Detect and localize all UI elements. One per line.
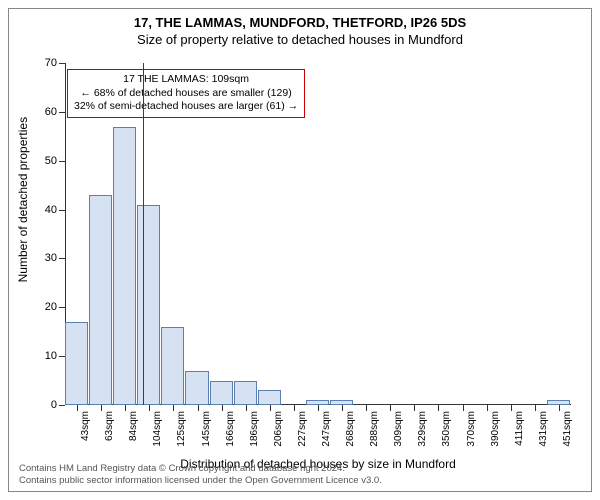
y-tick: [59, 405, 65, 406]
x-tick: [318, 405, 319, 411]
y-tick-label: 50: [45, 155, 57, 167]
x-tick-label: 186sqm: [249, 411, 260, 447]
y-tick: [59, 210, 65, 211]
x-tick-label: 268sqm: [345, 411, 356, 447]
x-tick: [294, 405, 295, 411]
y-tick-label: 10: [45, 350, 57, 362]
y-tick-label: 70: [45, 57, 57, 69]
x-tick: [463, 405, 464, 411]
x-tick-label: 431sqm: [538, 411, 549, 447]
y-tick-label: 40: [45, 204, 57, 216]
x-tick: [125, 405, 126, 411]
y-tick: [59, 161, 65, 162]
x-tick: [559, 405, 560, 411]
y-tick: [59, 112, 65, 113]
info-line-1: 17 THE LAMMAS: 109sqm: [74, 73, 298, 87]
histogram-bar: [210, 381, 233, 405]
chart-container: 17, THE LAMMAS, MUNDFORD, THETFORD, IP26…: [8, 8, 592, 492]
y-axis-label: Number of detached properties: [16, 117, 30, 282]
x-tick-label: 451sqm: [562, 411, 573, 447]
y-tick: [59, 63, 65, 64]
histogram-bar: [65, 322, 88, 405]
x-tick-label: 125sqm: [176, 411, 187, 447]
x-tick-label: 247sqm: [321, 411, 332, 447]
histogram-bar: [137, 205, 160, 405]
x-tick: [535, 405, 536, 411]
x-tick: [390, 405, 391, 411]
x-tick-label: 350sqm: [441, 411, 452, 447]
footer-line-2: Contains public sector information licen…: [19, 475, 382, 487]
x-tick-label: 166sqm: [225, 411, 236, 447]
histogram-bar: [113, 127, 136, 405]
x-tick: [173, 405, 174, 411]
x-tick-label: 411sqm: [514, 411, 525, 446]
footer-line-1: Contains HM Land Registry data © Crown c…: [19, 463, 382, 475]
histogram-bar: [234, 381, 257, 405]
x-tick-label: 288sqm: [369, 411, 380, 447]
x-tick-label: 145sqm: [201, 411, 212, 447]
x-tick-label: 206sqm: [273, 411, 284, 447]
x-tick: [222, 405, 223, 411]
x-tick-label: 104sqm: [152, 411, 163, 447]
x-tick: [246, 405, 247, 411]
chart-title-address: 17, THE LAMMAS, MUNDFORD, THETFORD, IP26…: [9, 15, 591, 30]
y-tick-label: 60: [45, 106, 57, 118]
plot-area: Number of detached properties Distributi…: [65, 63, 571, 405]
chart-subtitle: Size of property relative to detached ho…: [9, 32, 591, 47]
x-tick-label: 390sqm: [490, 411, 501, 447]
histogram-bar: [161, 327, 184, 405]
reference-info-box: 17 THE LAMMAS: 109sqm ← 68% of detached …: [67, 69, 305, 118]
histogram-bar: [185, 371, 208, 405]
y-tick: [59, 307, 65, 308]
x-tick: [270, 405, 271, 411]
histogram-bar: [89, 195, 112, 405]
x-tick: [487, 405, 488, 411]
y-tick-label: 20: [45, 301, 57, 313]
x-tick-label: 43sqm: [80, 411, 91, 441]
x-tick: [342, 405, 343, 411]
y-tick: [59, 258, 65, 259]
x-tick: [414, 405, 415, 411]
y-tick-label: 30: [45, 252, 57, 264]
x-tick: [149, 405, 150, 411]
x-tick-label: 370sqm: [466, 411, 477, 447]
x-tick-label: 84sqm: [128, 411, 139, 441]
attribution-footer: Contains HM Land Registry data © Crown c…: [19, 463, 382, 487]
x-tick: [101, 405, 102, 411]
histogram-bar: [258, 390, 281, 405]
x-tick: [438, 405, 439, 411]
x-tick-label: 63sqm: [104, 411, 115, 441]
x-tick-label: 309sqm: [393, 411, 404, 447]
x-tick-label: 329sqm: [417, 411, 428, 447]
info-line-2: ← 68% of detached houses are smaller (12…: [74, 87, 298, 101]
x-tick: [198, 405, 199, 411]
info-line-3: 32% of semi-detached houses are larger (…: [74, 100, 298, 114]
x-tick: [77, 405, 78, 411]
x-tick-label: 227sqm: [297, 411, 308, 447]
reference-line: [143, 63, 144, 405]
x-tick: [366, 405, 367, 411]
y-tick-label: 0: [51, 399, 57, 411]
x-tick: [511, 405, 512, 411]
